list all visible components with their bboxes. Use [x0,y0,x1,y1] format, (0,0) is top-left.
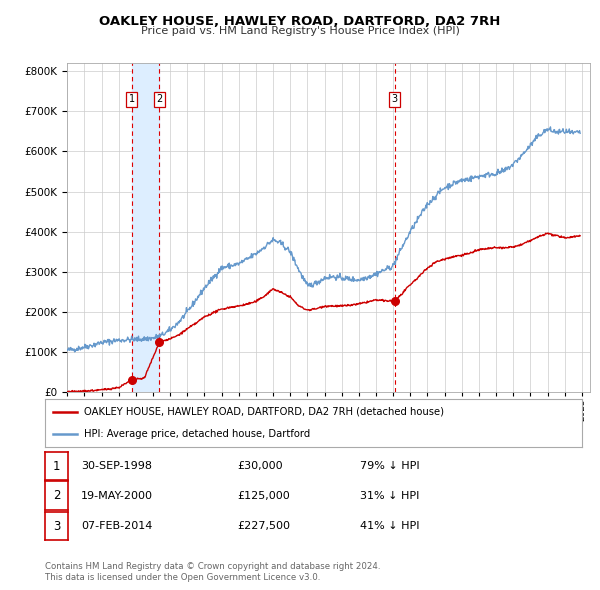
Text: HPI: Average price, detached house, Dartford: HPI: Average price, detached house, Dart… [83,429,310,439]
Text: 2: 2 [53,489,60,502]
Bar [131,63,160,392]
Text: This data is licensed under the Open Government Licence v3.0.: This data is licensed under the Open Gov… [45,573,320,582]
Text: 07-FEB-2014: 07-FEB-2014 [81,522,152,531]
Text: 3: 3 [392,94,398,104]
Text: Price paid vs. HM Land Registry's House Price Index (HPI): Price paid vs. HM Land Registry's House … [140,26,460,36]
Text: £227,500: £227,500 [237,522,290,531]
Text: 19-MAY-2000: 19-MAY-2000 [81,491,153,500]
Text: 2: 2 [157,94,163,104]
Text: 3: 3 [53,520,60,533]
Text: Contains HM Land Registry data © Crown copyright and database right 2024.: Contains HM Land Registry data © Crown c… [45,562,380,571]
Text: 30-SEP-1998: 30-SEP-1998 [81,461,152,471]
Text: 31% ↓ HPI: 31% ↓ HPI [360,491,419,500]
Text: 79% ↓ HPI: 79% ↓ HPI [360,461,419,471]
Text: £125,000: £125,000 [237,491,290,500]
Text: 1: 1 [53,460,60,473]
Text: OAKLEY HOUSE, HAWLEY ROAD, DARTFORD, DA2 7RH (detached house): OAKLEY HOUSE, HAWLEY ROAD, DARTFORD, DA2… [83,407,443,417]
Text: £30,000: £30,000 [237,461,283,471]
Text: 1: 1 [128,94,134,104]
Text: 41% ↓ HPI: 41% ↓ HPI [360,522,419,531]
Text: OAKLEY HOUSE, HAWLEY ROAD, DARTFORD, DA2 7RH: OAKLEY HOUSE, HAWLEY ROAD, DARTFORD, DA2… [100,15,500,28]
